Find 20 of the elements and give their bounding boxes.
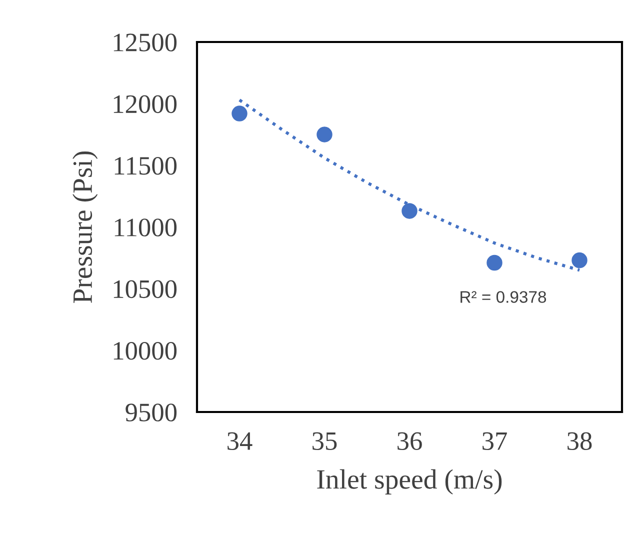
y-tick-label: 12000 bbox=[114, 95, 177, 114]
point bbox=[486, 254, 502, 271]
y-tick-label: 9500 bbox=[126, 404, 177, 422]
y-axis-title: Pressure (Psi) bbox=[72, 151, 98, 303]
y-tick-label: 11000 bbox=[114, 218, 177, 236]
point bbox=[232, 106, 248, 122]
x-tick-label: 34 bbox=[228, 432, 252, 450]
y-tick-label: 11500 bbox=[114, 156, 177, 175]
y-tick-label: 10000 bbox=[114, 342, 177, 360]
y-tick-label: 12500 bbox=[114, 34, 177, 52]
x-tick-label: 38 bbox=[568, 432, 592, 450]
point bbox=[402, 203, 418, 219]
point bbox=[572, 252, 588, 268]
x-tick-label: 35 bbox=[312, 432, 337, 450]
x-tick-label: 37 bbox=[482, 432, 507, 450]
y-tick-label: 10500 bbox=[114, 280, 177, 298]
annotation: R² = 0.9378 bbox=[460, 291, 546, 303]
point bbox=[316, 126, 332, 142]
x-tick-label: 36 bbox=[398, 432, 422, 450]
x-axis-title: Inlet speed (m/s) bbox=[317, 469, 502, 494]
